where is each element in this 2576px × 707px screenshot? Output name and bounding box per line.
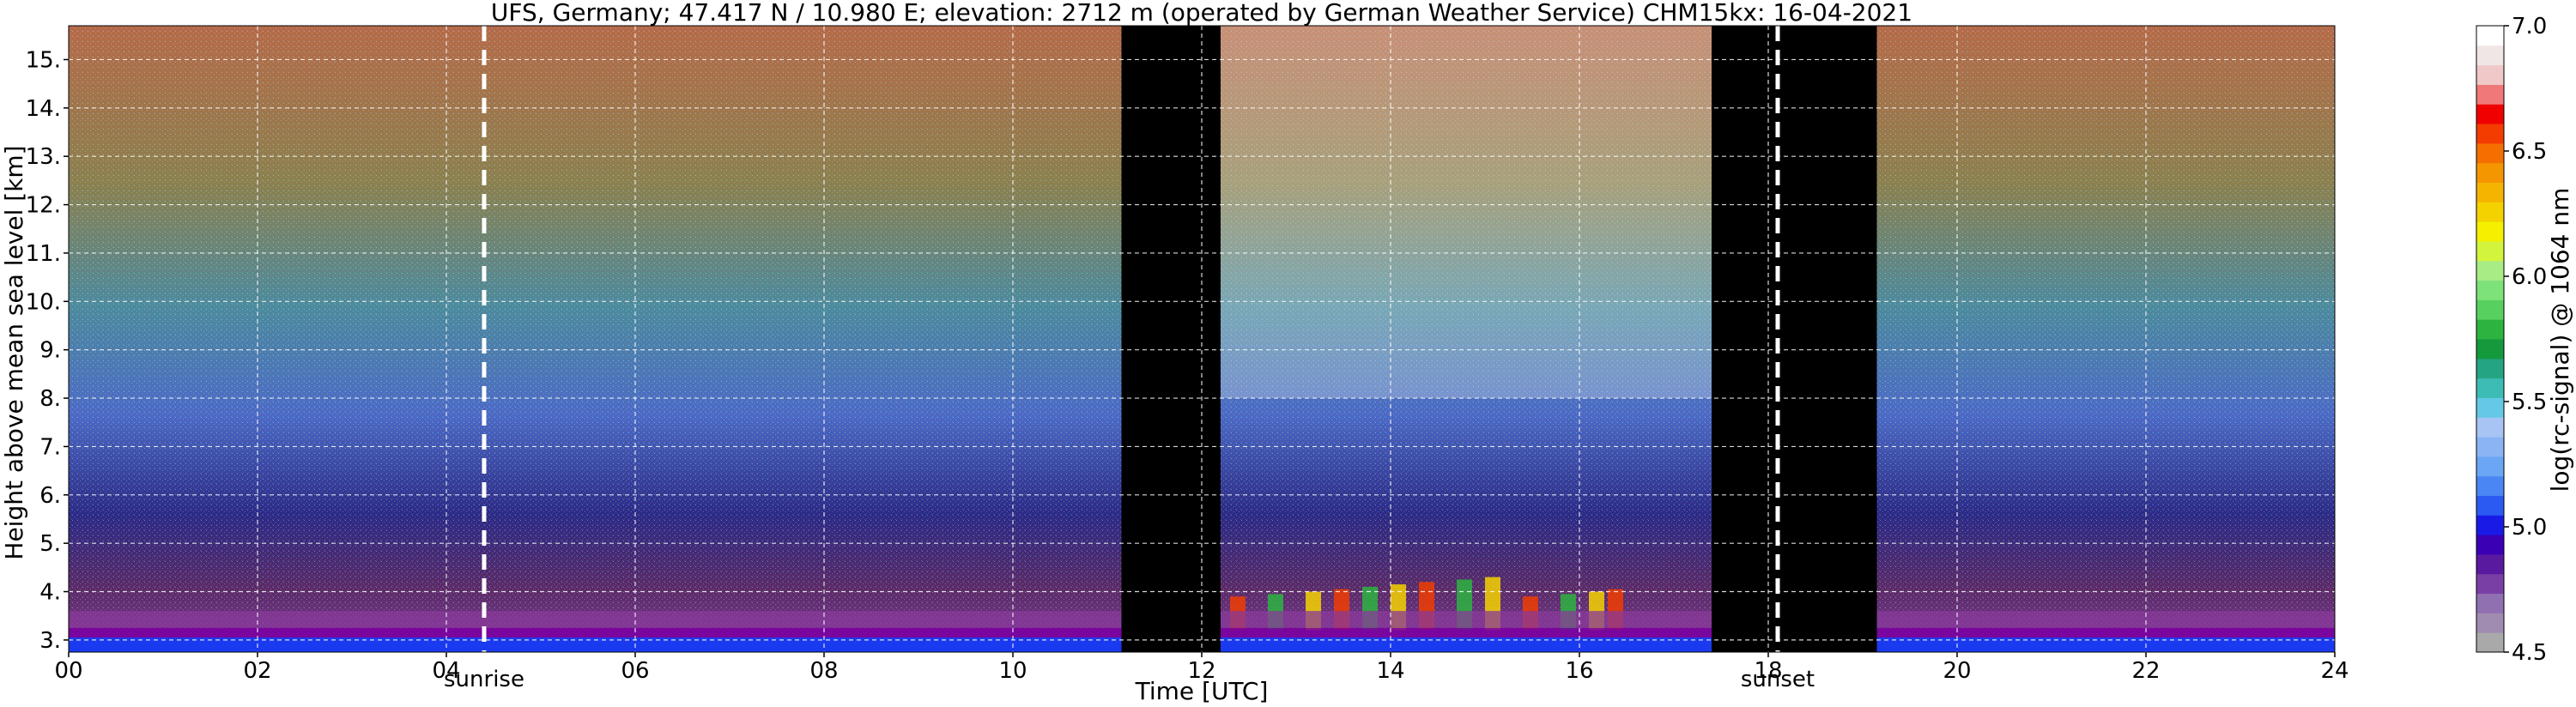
colorbar-tick-label: 4.5 bbox=[2512, 640, 2547, 666]
colorbar-segment bbox=[2476, 221, 2504, 242]
y-tick-label: 6. bbox=[39, 483, 61, 509]
colorbar-segment bbox=[2476, 240, 2504, 262]
colorbar-segment bbox=[2476, 64, 2504, 85]
sun-marker-label: sunrise bbox=[444, 667, 524, 692]
x-tick-label: 08 bbox=[809, 658, 838, 684]
colorbar-segment bbox=[2476, 280, 2504, 300]
y-tick-label: 12. bbox=[26, 193, 61, 219]
colorbar-segment bbox=[2476, 142, 2504, 164]
y-tick-label: 13. bbox=[26, 144, 61, 170]
y-tick-label: 10. bbox=[26, 289, 61, 315]
x-tick-label: 16 bbox=[1565, 658, 1593, 684]
colorbar-segment bbox=[2476, 515, 2504, 535]
x-tick-label: 12 bbox=[1187, 658, 1215, 684]
y-axis-title: Height above mean sea level [km] bbox=[0, 145, 28, 559]
sun-markers bbox=[482, 26, 1780, 652]
colorbar-tick-label: 6.0 bbox=[2512, 264, 2547, 290]
colorbar-segment bbox=[2476, 378, 2504, 398]
grid-lines bbox=[69, 26, 2335, 652]
y-tick-label: 8. bbox=[39, 386, 61, 412]
colorbar-segment bbox=[2476, 339, 2504, 360]
colorbar-segment bbox=[2476, 124, 2504, 144]
x-tick-label: 18 bbox=[1754, 658, 1782, 684]
x-axis-title: Time [UTC] bbox=[1135, 677, 1269, 705]
colorbar-label: log(rc-signal) @ 1064 nm bbox=[2546, 188, 2574, 492]
x-tick-label: 06 bbox=[621, 658, 649, 684]
colorbar-segment bbox=[2476, 202, 2504, 222]
colorbar-segment bbox=[2476, 437, 2504, 457]
colorbar-segment bbox=[2476, 456, 2504, 477]
colorbar-tick-label: 5.5 bbox=[2512, 390, 2547, 415]
colorbar-segment bbox=[2476, 535, 2504, 555]
colorbar-frame bbox=[2476, 25, 2505, 653]
x-tick-label: 10 bbox=[998, 658, 1027, 684]
colorbar-segment bbox=[2476, 162, 2504, 183]
colorbar: 4.5 5.0 5.5 6.0 6.5 7.0 bbox=[2476, 14, 2547, 666]
colorbar-segment bbox=[2476, 299, 2504, 320]
y-tick-label: 7. bbox=[39, 434, 61, 460]
colorbar-tick-label: 5.0 bbox=[2512, 515, 2547, 541]
x-tick-label: 20 bbox=[1943, 658, 1971, 684]
colorbar-segment bbox=[2476, 475, 2504, 496]
no-data-block bbox=[1712, 26, 1877, 652]
x-tick-label: 04 bbox=[432, 658, 460, 684]
plot-area bbox=[68, 25, 2336, 653]
high-signal-region bbox=[1221, 26, 1712, 399]
x-tick-label: 24 bbox=[2320, 658, 2349, 684]
colorbar-segment bbox=[2476, 104, 2504, 124]
x-axis: 00 02 04 06 08 10 12 14 16 18 20 22 24 bbox=[54, 652, 2349, 684]
colorbar-segment bbox=[2476, 84, 2504, 105]
x-tick-label: 00 bbox=[54, 658, 82, 684]
y-tick-label: 11. bbox=[26, 241, 61, 267]
colorbar-segment bbox=[2476, 358, 2504, 379]
y-tick-label: 5. bbox=[39, 531, 61, 557]
colorbar-segment bbox=[2476, 26, 2504, 46]
sun-marker-label: sunset bbox=[1741, 667, 1815, 692]
colorbar-tick-label: 6.5 bbox=[2512, 139, 2547, 165]
colorbar-segment bbox=[2476, 417, 2504, 438]
colorbar-segment bbox=[2476, 182, 2504, 202]
no-data-block bbox=[1121, 26, 1221, 652]
colorbar-segment bbox=[2476, 495, 2504, 516]
no-data-periods bbox=[1121, 26, 1877, 652]
x-tick-label: 14 bbox=[1376, 658, 1404, 684]
colorbar-segment bbox=[2476, 553, 2504, 575]
colorbar-segment bbox=[2476, 593, 2504, 613]
y-tick-label: 9. bbox=[39, 338, 61, 364]
colorbar-segment bbox=[2476, 632, 2504, 653]
colorbar-segment bbox=[2476, 260, 2504, 281]
x-tick-label: 02 bbox=[243, 658, 271, 684]
colorbar-segment bbox=[2476, 45, 2504, 66]
chart-title: UFS, Germany; 47.417 N / 10.980 E; eleva… bbox=[491, 0, 1912, 27]
colorbar-tick-label: 7.0 bbox=[2512, 14, 2547, 39]
colorbar-segment bbox=[2476, 397, 2504, 418]
y-tick-label: 14. bbox=[26, 96, 61, 122]
y-axis: 3. 4. 5. 6. 7. 8. 9. 10. 11. 12. 13. 14. 15. bbox=[26, 47, 69, 654]
y-tick-label: 3. bbox=[39, 628, 61, 654]
colorbar-segment bbox=[2476, 319, 2504, 340]
y-tick-label: 15. bbox=[26, 47, 61, 73]
x-tick-label: 22 bbox=[2131, 658, 2160, 684]
colorbar-segment bbox=[2476, 613, 2504, 633]
colorbar-segment bbox=[2476, 573, 2504, 595]
y-tick-label: 4. bbox=[39, 580, 61, 606]
